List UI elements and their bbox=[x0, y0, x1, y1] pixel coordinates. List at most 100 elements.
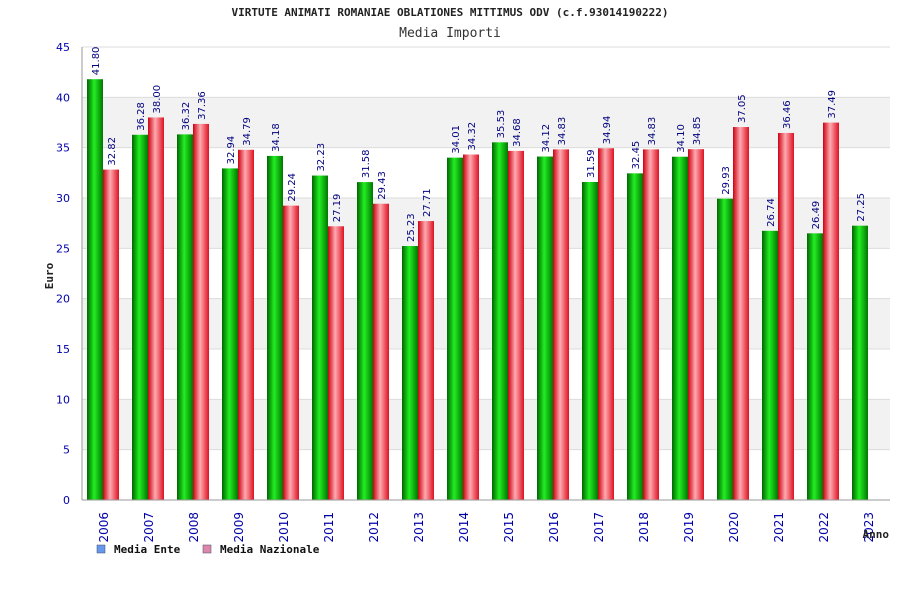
plot-band bbox=[82, 147, 890, 198]
bar-media-nazionale bbox=[148, 117, 164, 500]
x-tick-label: 2017 bbox=[592, 512, 606, 543]
value-label: 34.18 bbox=[271, 123, 282, 152]
bar-media-ente bbox=[807, 233, 823, 501]
value-label: 34.68 bbox=[512, 118, 523, 147]
value-labels: 41.80 32.82 36.28 38.00 36.32 37.36 32.94 34.79… bbox=[91, 47, 867, 242]
bar-media-ente bbox=[852, 225, 868, 500]
bar-media-nazionale bbox=[373, 203, 389, 500]
x-tick-label: 2014 bbox=[457, 512, 471, 543]
value-label: 41.80 bbox=[91, 47, 102, 76]
x-axis-ticks: 2006 2007 2008 2009 2010 2011 2012 2013 2014 2015… bbox=[97, 512, 876, 543]
x-tick-label: 2007 bbox=[142, 512, 156, 543]
value-label: 34.83 bbox=[557, 117, 568, 146]
plot-band bbox=[82, 47, 890, 98]
y-axis-label: Euro bbox=[43, 262, 56, 289]
value-label: 32.94 bbox=[226, 136, 237, 165]
value-label: 29.43 bbox=[377, 171, 388, 200]
plot-band bbox=[82, 248, 890, 299]
x-tick-label: 2011 bbox=[322, 512, 336, 543]
value-label: 36.28 bbox=[136, 102, 147, 131]
x-tick-label: 2022 bbox=[817, 512, 831, 543]
value-label: 34.12 bbox=[541, 124, 552, 153]
value-label: 32.45 bbox=[631, 141, 642, 170]
y-axis-ticks: 0 5 10 15 20 25 30 35 40 45 bbox=[56, 41, 70, 507]
value-label: 29.93 bbox=[721, 166, 732, 195]
x-tick-label: 2015 bbox=[502, 512, 516, 543]
bar-media-nazionale bbox=[823, 122, 839, 500]
value-label: 34.94 bbox=[602, 116, 613, 145]
legend-label-media-nazionale: Media Nazionale bbox=[220, 543, 320, 556]
value-label: 34.85 bbox=[692, 117, 703, 146]
bar-media-ente bbox=[537, 156, 553, 500]
value-label: 26.49 bbox=[811, 201, 822, 230]
bar-media-nazionale bbox=[418, 221, 434, 500]
x-tick-label: 2008 bbox=[187, 512, 201, 543]
y-tick-label: 10 bbox=[56, 393, 70, 406]
bar-media-nazionale bbox=[508, 150, 524, 500]
value-label: 35.53 bbox=[496, 110, 507, 139]
chart-subtitle: Media Importi bbox=[399, 26, 501, 41]
y-tick-label: 5 bbox=[63, 444, 70, 457]
bars bbox=[87, 79, 868, 501]
plot-bands bbox=[82, 47, 890, 500]
bar-media-ente bbox=[177, 134, 193, 500]
bar-media-ente bbox=[447, 157, 463, 500]
legend-swatch-media-nazionale bbox=[202, 544, 212, 554]
x-tick-label: 2016 bbox=[547, 512, 561, 543]
plot-band bbox=[82, 349, 890, 400]
x-tick-label: 2023 bbox=[862, 512, 876, 543]
value-label: 34.01 bbox=[451, 125, 462, 154]
value-label: 34.83 bbox=[647, 117, 658, 146]
bar-media-ente bbox=[582, 181, 598, 500]
value-label: 34.79 bbox=[242, 117, 253, 146]
y-tick-label: 0 bbox=[63, 494, 70, 507]
y-tick-label: 30 bbox=[56, 192, 70, 205]
y-tick-label: 35 bbox=[56, 142, 70, 155]
value-label: 32.82 bbox=[107, 137, 118, 166]
value-label: 34.10 bbox=[676, 124, 687, 153]
value-label: 37.36 bbox=[197, 91, 208, 120]
x-axis-label: Anno bbox=[863, 528, 890, 541]
bar-media-ente bbox=[132, 134, 148, 501]
x-tick-label: 2013 bbox=[412, 512, 426, 543]
gridlines bbox=[82, 46, 890, 501]
x-tick-label: 2019 bbox=[682, 512, 696, 543]
x-tick-label: 2006 bbox=[97, 512, 111, 543]
y-tick-label: 20 bbox=[56, 293, 70, 306]
bar-media-nazionale bbox=[103, 169, 119, 500]
bar-media-ente bbox=[402, 246, 418, 500]
value-label: 31.58 bbox=[361, 149, 372, 178]
y-tick-label: 40 bbox=[56, 91, 70, 104]
plot-band bbox=[82, 399, 890, 450]
bar-media-ente bbox=[762, 230, 778, 501]
bar-media-ente bbox=[312, 175, 328, 500]
x-tick-label: 2010 bbox=[277, 512, 291, 543]
bar-media-nazionale bbox=[328, 226, 344, 500]
bar-media-nazionale bbox=[598, 148, 614, 500]
bar-media-nazionale bbox=[193, 123, 209, 500]
plot-band bbox=[82, 198, 890, 249]
x-tick-label: 2020 bbox=[727, 512, 741, 543]
plot-band bbox=[82, 97, 890, 148]
value-label: 27.71 bbox=[422, 188, 433, 217]
y-tick-label: 25 bbox=[56, 242, 70, 255]
bar-media-nazionale bbox=[778, 132, 794, 500]
legend-label-media-ente: Media Ente bbox=[114, 543, 181, 556]
chart-title: VIRTUTE ANIMATI ROMANIAE OBLATIONES MITT… bbox=[231, 6, 668, 19]
bar-media-nazionale bbox=[643, 149, 659, 501]
value-label: 32.23 bbox=[316, 143, 327, 172]
plot-band bbox=[82, 298, 890, 349]
bar-media-ente bbox=[267, 155, 283, 500]
bar-media-nazionale bbox=[238, 149, 254, 500]
x-tick-label: 2021 bbox=[772, 512, 786, 543]
y-tick-label: 15 bbox=[56, 343, 70, 356]
value-label: 26.74 bbox=[766, 198, 777, 227]
legend-swatch-media-ente bbox=[96, 544, 106, 554]
bar-media-ente bbox=[492, 142, 508, 500]
x-tick-label: 2012 bbox=[367, 512, 381, 543]
legend: Media Ente Media Nazionale bbox=[96, 543, 320, 556]
value-label: 27.19 bbox=[332, 194, 343, 223]
value-label: 37.49 bbox=[827, 90, 838, 119]
bar-media-nazionale bbox=[733, 127, 749, 500]
